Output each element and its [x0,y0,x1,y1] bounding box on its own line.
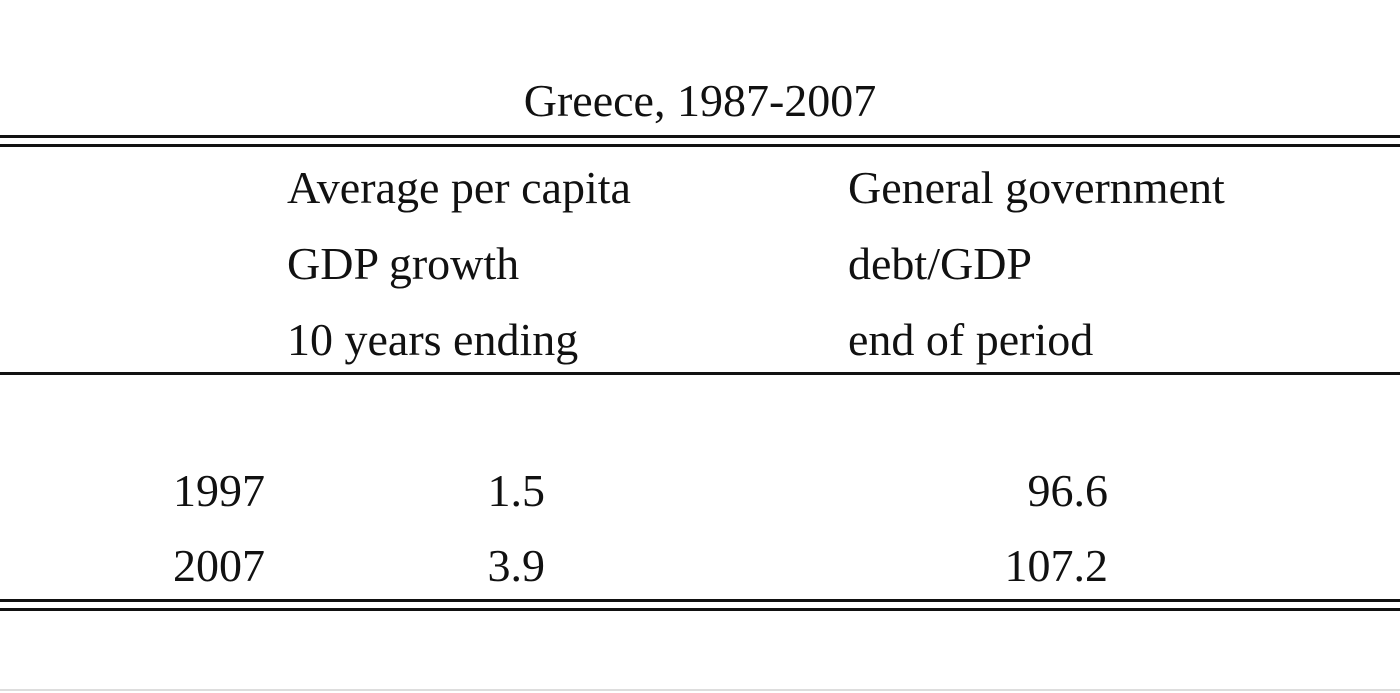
cell-value: 107.2 [1004,540,1109,591]
column-header: Average per capita [287,162,631,213]
bottom-rule [0,599,1400,602]
column-header: end of period [848,314,1094,365]
bottom-rule [0,608,1400,611]
page-edge [0,689,1400,691]
column-header: 10 years ending [287,314,579,365]
cell-value: 96.6 [1027,465,1109,516]
column-header: GDP growth [287,238,520,289]
table-title: Greece, 1987-2007 [523,75,877,126]
cell-value: 3.9 [487,540,546,591]
cell-value: 1.5 [487,465,546,516]
header-rule [0,372,1400,375]
row-year: 1997 [173,465,265,516]
column-header: General government [848,162,1225,213]
top-rule [0,135,1400,138]
column-header: debt/GDP [848,238,1032,289]
row-year: 2007 [173,540,265,591]
top-rule [0,144,1400,147]
